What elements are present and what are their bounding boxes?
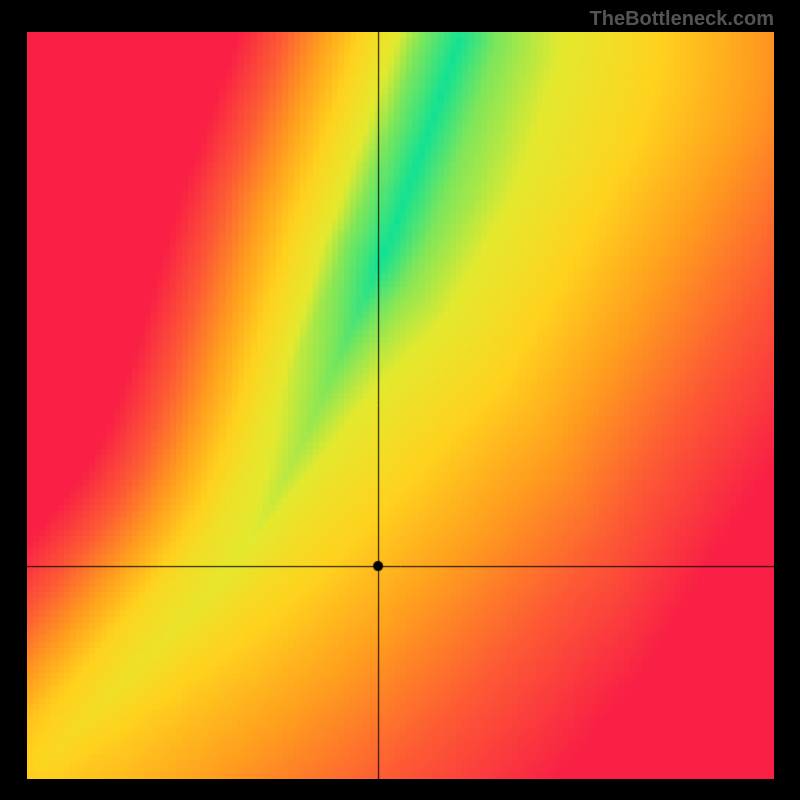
chart-container: TheBottleneck.com [0,0,800,800]
heatmap-canvas [27,32,774,779]
watermark-text: TheBottleneck.com [590,8,774,31]
